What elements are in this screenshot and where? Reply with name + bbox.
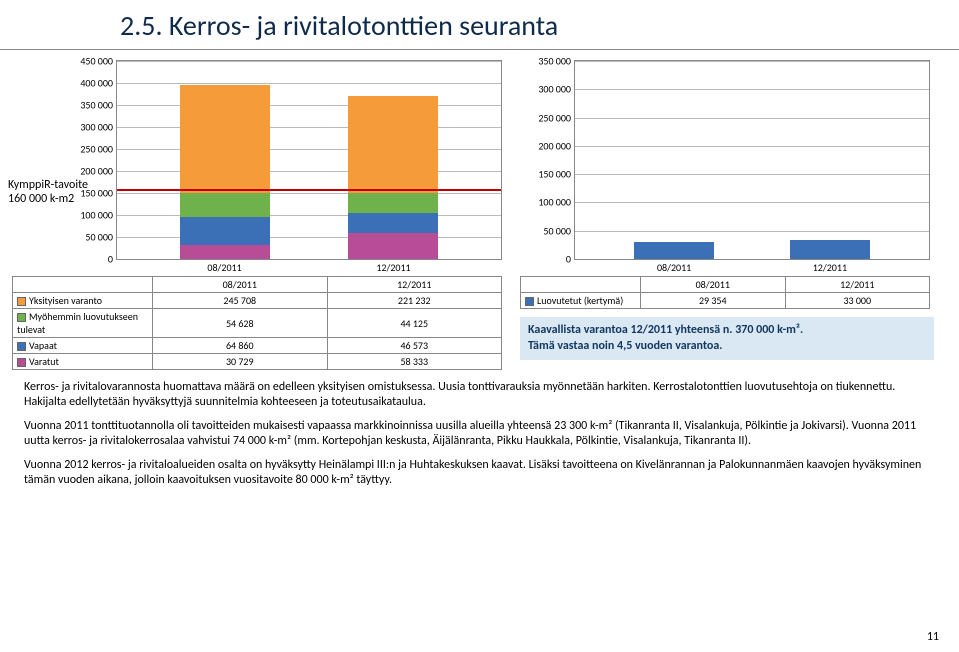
divider (0, 49, 959, 50)
cell: 54 628 (153, 309, 328, 338)
series-label: Myöhemmin luovutukseen tulevat (17, 310, 138, 336)
table-row: 08/2011 12/2011 (521, 277, 930, 293)
legend-swatch (525, 297, 534, 306)
title-bar: 2.5. Kerros- ja rivitalotonttien seurant… (0, 0, 959, 47)
series-label: Varatut (29, 355, 59, 368)
cell: 58 333 (327, 354, 502, 370)
note-line: Tämä vastaa noin 4,5 vuoden varantoa. (528, 339, 926, 355)
table-row: Vapaat 64 860 46 573 (13, 338, 502, 354)
page-title: 2.5. Kerros- ja rivitalotonttien seurant… (120, 8, 959, 43)
cell: 221 232 (327, 293, 502, 309)
body-text: Kerros- ja rivitalovarannosta huomattava… (0, 370, 959, 488)
cell: 64 860 (153, 338, 328, 354)
cell: 29 354 (641, 293, 786, 309)
paragraph: Kerros- ja rivitalovarannosta huomattava… (24, 380, 935, 410)
legend-swatch (17, 342, 26, 351)
cell: 46 573 (327, 338, 502, 354)
cell: 44 125 (327, 309, 502, 338)
series-label: Yksityisen varanto (29, 294, 102, 307)
right-chart-block: k-m² 050 000100 000150 000200 000250 000… (514, 60, 934, 370)
series-label: Vapaat (29, 339, 57, 352)
cell: 30 729 (153, 354, 328, 370)
paragraph: Vuonna 2012 kerros- ja rivitaloalueiden … (24, 458, 935, 488)
legend-swatch (17, 358, 26, 367)
note-line: Kaavallista varantoa 12/2011 yhteensä n.… (528, 323, 926, 339)
right-chart-area: 050 000100 000150 000200 000250 000300 0… (574, 60, 930, 260)
legend-swatch (17, 297, 26, 306)
series-label: Luovutetut (kertymä) (537, 294, 623, 307)
cell: 33 000 (785, 293, 930, 309)
page-number: 11 (927, 630, 939, 644)
table-row: Yksityisen varanto 245 708 221 232 (13, 293, 502, 309)
left-data-table: 08/2011 12/2011 Yksityisen varanto 245 7… (12, 276, 502, 370)
cell: 245 708 (153, 293, 328, 309)
charts-row: k-m² KymppiR-tavoite 160 000 k-m2 050 00… (0, 60, 959, 370)
note-box: Kaavallista varantoa 12/2011 yhteensä n.… (520, 317, 934, 360)
col-header: 08/2011 (153, 277, 328, 293)
col-header: 12/2011 (327, 277, 502, 293)
paragraph: Vuonna 2011 tonttituotannolla oli tavoit… (24, 419, 935, 449)
table-row: Luovutetut (kertymä) 29 354 33 000 (521, 293, 930, 309)
left-chart-block: k-m² KymppiR-tavoite 160 000 k-m2 050 00… (6, 60, 506, 370)
col-header: 12/2011 (785, 277, 930, 293)
table-row: Varatut 30 729 58 333 (13, 354, 502, 370)
table-row: Myöhemmin luovutukseen tulevat 54 628 44… (13, 309, 502, 338)
right-data-table: 08/2011 12/2011 Luovutetut (kertymä) 29 … (520, 276, 930, 309)
left-chart-area: 050 000100 000150 000200 000250 000300 0… (116, 60, 502, 260)
legend-swatch (17, 313, 26, 322)
table-row: 08/2011 12/2011 (13, 277, 502, 293)
col-header: 08/2011 (641, 277, 786, 293)
